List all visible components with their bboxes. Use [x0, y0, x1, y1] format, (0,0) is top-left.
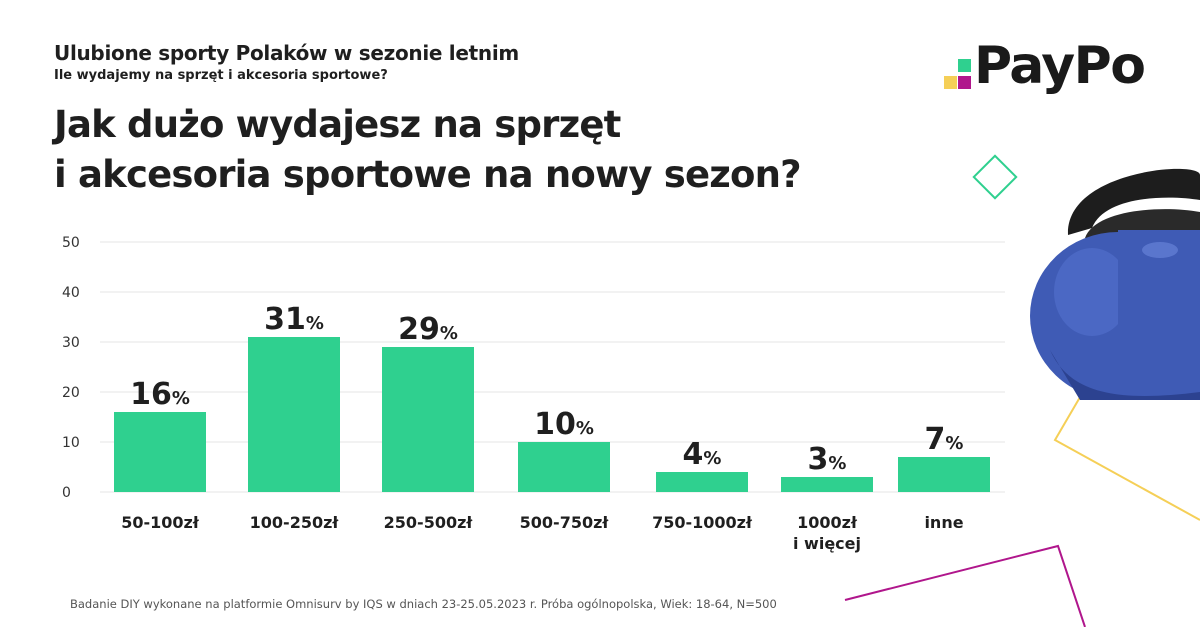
question-line-1: Jak dużo wydajesz na sprzęt: [54, 103, 621, 146]
logo-mark-green: [958, 59, 971, 72]
value-label: 4%: [683, 437, 722, 472]
logo-mark-purple: [958, 76, 971, 89]
question-line-2: i akcesoria sportowe na nowy sezon?: [54, 153, 802, 196]
value-label: 16%: [130, 377, 190, 412]
y-tick-label: 0: [62, 485, 71, 501]
bar: [248, 337, 340, 492]
x-tick-label: 100-250zł: [250, 513, 340, 532]
header-title: Ulubione sporty Polaków w sezonie letnim: [52, 41, 520, 65]
y-axis: 0 10 20 30 40 50: [62, 235, 80, 501]
value-label: 3%: [808, 442, 847, 477]
bar: [898, 457, 990, 492]
paypo-logo: PayPo: [944, 36, 1164, 100]
outline-triangle-purple: [844, 544, 1086, 627]
bar: [382, 347, 474, 492]
y-tick-label: 30: [62, 335, 80, 351]
x-tick-label: 750-1000zł: [652, 513, 753, 532]
header-subtitle: Ile wydajemy na sprzęt i akcesoria sport…: [54, 68, 388, 83]
bar: [518, 442, 610, 492]
question-heading: Jak dużo wydajesz na sprzęt i akcesoria …: [54, 100, 802, 200]
value-label: 10%: [534, 407, 594, 442]
outline-diamond-green: [972, 154, 1018, 200]
footnote: Badanie DIY wykonane na platformie Omnis…: [70, 597, 777, 611]
y-tick-label: 40: [62, 285, 80, 301]
value-labels: 16% 31% 29% 10% 4% 3% 7%: [130, 302, 963, 477]
logo-mark-yellow: [944, 76, 957, 89]
bar: [656, 472, 748, 492]
y-tick-label: 50: [62, 235, 80, 251]
y-tick-label: 10: [62, 435, 80, 451]
x-tick-label: 250-500zł: [384, 513, 474, 532]
x-tick-label: inne: [924, 513, 963, 532]
value-label: 7%: [925, 422, 964, 457]
value-label: 29%: [398, 312, 458, 347]
bar: [114, 412, 206, 492]
logo-text: PayPo: [974, 36, 1146, 96]
bar: [781, 477, 873, 492]
y-tick-label: 20: [62, 385, 80, 401]
value-label: 31%: [264, 302, 324, 337]
x-tick-label: 1000zł i więcej: [793, 513, 861, 553]
x-axis-labels: 50-100zł 100-250zł 250-500zł 500-750zł 750-1…: [121, 513, 963, 553]
header-title-highlight: Ulubione sporty: [52, 41, 231, 65]
x-tick-label: 500-750zł: [520, 513, 610, 532]
kettlebell-image: [1030, 168, 1200, 400]
x-tick-label: 50-100zł: [121, 513, 200, 532]
chart-bars: [114, 337, 990, 492]
decorations: [844, 154, 1200, 627]
header-title-rest: Polaków w sezonie letnim: [228, 41, 520, 65]
